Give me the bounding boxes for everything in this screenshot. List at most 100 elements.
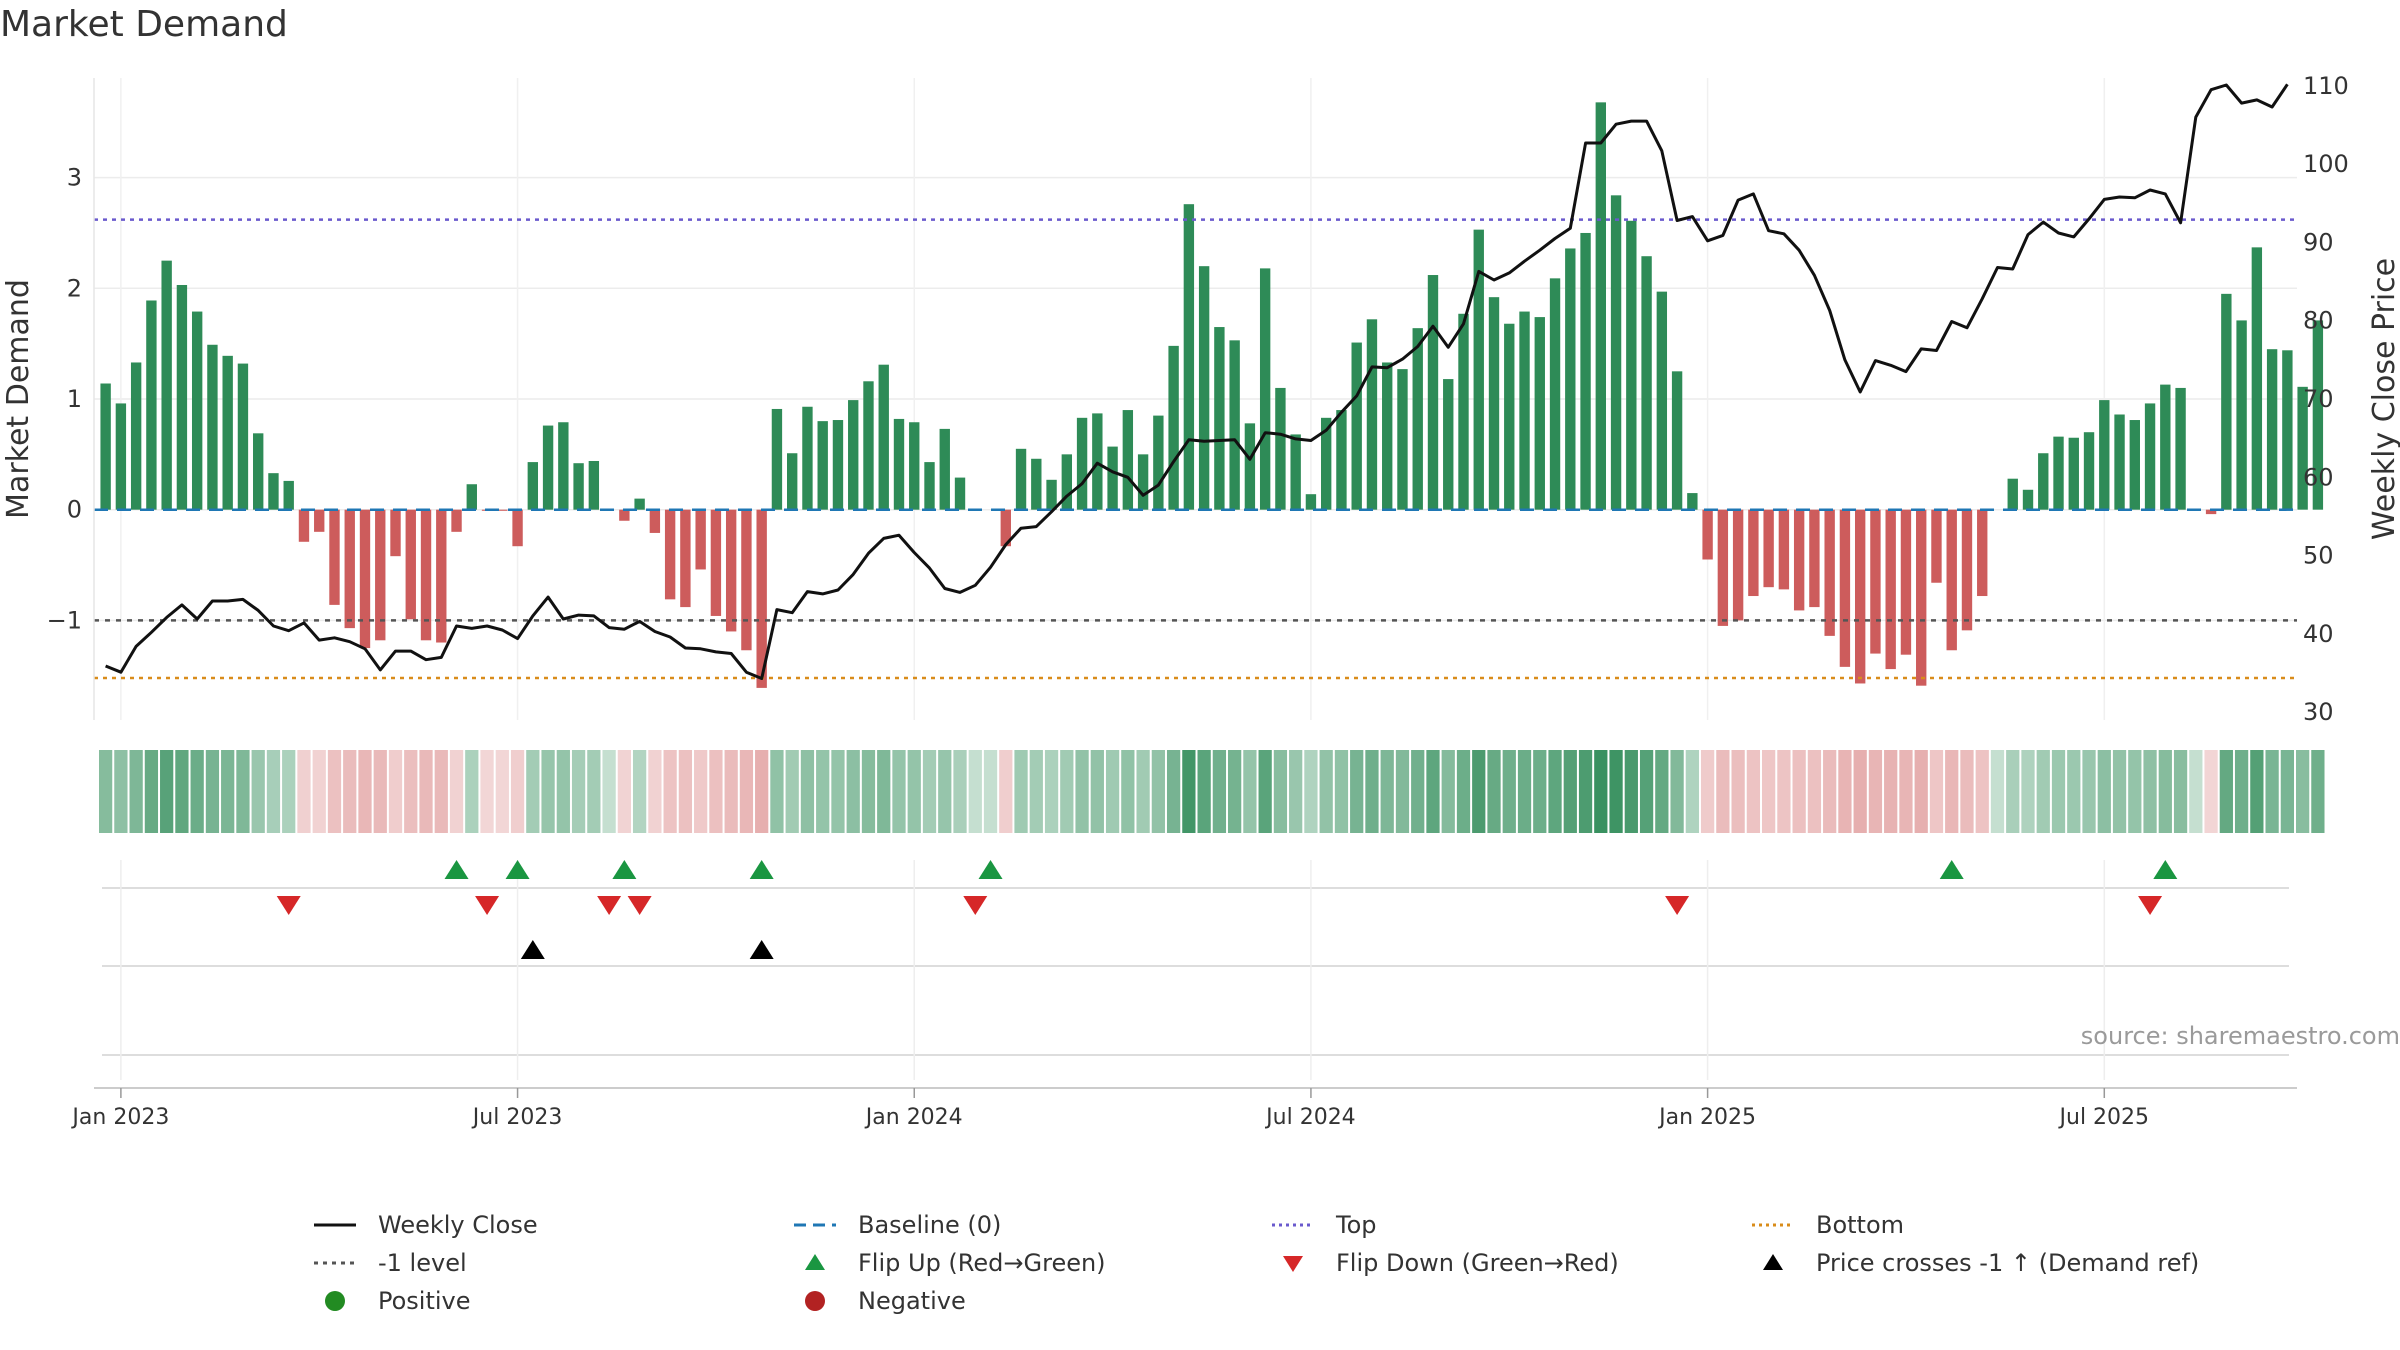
heat-cell bbox=[1395, 750, 1410, 833]
heat-cell bbox=[800, 750, 815, 833]
heat-cell bbox=[2158, 750, 2172, 833]
demand-bar bbox=[1610, 195, 1622, 510]
heat-cell bbox=[1945, 750, 1959, 833]
y2-tick-label: 80 bbox=[2303, 307, 2334, 335]
x-tick-label: Jan 2024 bbox=[864, 1105, 963, 1130]
heat-cell bbox=[999, 750, 1013, 833]
heat-cell bbox=[1639, 750, 1654, 833]
demand-bar bbox=[1824, 509, 1835, 636]
demand-heat-strip bbox=[99, 750, 2325, 833]
baseline-swatch-icon bbox=[794, 1223, 836, 1227]
demand-bar bbox=[1153, 415, 1164, 510]
heat-cell bbox=[2219, 750, 2233, 833]
heat-cell bbox=[983, 750, 998, 833]
demand-bar bbox=[1351, 342, 1362, 510]
heat-cell bbox=[480, 750, 494, 833]
heat-cell bbox=[2280, 750, 2294, 833]
legend-weekly-close-label: Weekly Close bbox=[378, 1211, 538, 1239]
demand-bar bbox=[176, 284, 188, 510]
y2-tick-label: 70 bbox=[2303, 385, 2334, 413]
demand-bar bbox=[1595, 102, 1606, 510]
legend-positive: Positive bbox=[300, 1286, 471, 1316]
heat-cell bbox=[1731, 750, 1745, 833]
demand-bar bbox=[1931, 509, 1942, 583]
legend-baseline: Baseline (0) bbox=[780, 1210, 1001, 1240]
heat-cell bbox=[1624, 750, 1638, 833]
demand-bar bbox=[1214, 327, 1225, 510]
y-tick-label: 2 bbox=[67, 274, 82, 302]
legend-negative-label: Negative bbox=[858, 1287, 966, 1315]
legend-flip-down-label: Flip Down (Green→Red) bbox=[1336, 1249, 1619, 1277]
heat-cell bbox=[1563, 750, 1577, 833]
heat-cell bbox=[449, 750, 464, 833]
legend-minus1-label: -1 level bbox=[378, 1249, 467, 1277]
demand-bar bbox=[1732, 509, 1744, 621]
flip-markers bbox=[102, 860, 2289, 1080]
heat-cell bbox=[1075, 750, 1089, 833]
demand-bar bbox=[1809, 509, 1820, 608]
heat-cell bbox=[953, 750, 967, 833]
demand-bar bbox=[1702, 509, 1713, 560]
negative-dot-icon bbox=[805, 1291, 825, 1311]
demand-bar bbox=[664, 509, 676, 600]
heat-cell bbox=[907, 750, 921, 833]
demand-bar bbox=[1854, 509, 1866, 684]
y2-tick-label: 60 bbox=[2303, 463, 2334, 491]
heat-cell bbox=[694, 750, 708, 833]
legend-flip-up: Flip Up (Red→Green) bbox=[780, 1248, 1106, 1278]
heat-cell bbox=[1899, 750, 1913, 833]
heat-cell bbox=[343, 750, 357, 833]
demand-bar bbox=[2160, 384, 2171, 510]
heat-cell bbox=[1533, 750, 1547, 833]
heat-cell bbox=[2265, 750, 2279, 833]
legend-bottom: Bottom bbox=[1738, 1210, 1904, 1240]
demand-bar bbox=[512, 509, 523, 547]
demand-bar bbox=[2022, 489, 2034, 510]
demand-bar bbox=[558, 422, 569, 510]
heat-cell bbox=[2021, 750, 2035, 833]
heat-cell bbox=[571, 750, 586, 833]
flip-up-marker bbox=[2153, 860, 2178, 879]
heat-cell bbox=[968, 750, 982, 833]
heat-cell bbox=[1243, 750, 1257, 833]
demand-bar bbox=[939, 428, 950, 510]
heat-cell bbox=[739, 750, 754, 833]
heat-cell bbox=[1350, 750, 1364, 833]
demand-bar bbox=[2175, 387, 2186, 510]
flip-down-marker bbox=[276, 896, 301, 915]
heat-cell bbox=[2082, 750, 2096, 833]
demand-bar bbox=[1198, 266, 1210, 510]
heat-cell bbox=[1838, 750, 1852, 833]
heat-cell bbox=[2234, 750, 2249, 833]
heat-cell bbox=[2006, 750, 2020, 833]
heat-cell bbox=[892, 750, 906, 833]
demand-bar bbox=[1076, 417, 1088, 510]
y2-tick-label: 40 bbox=[2303, 620, 2334, 648]
flip-up-swatch-icon bbox=[805, 1254, 825, 1270]
heat-cell bbox=[1228, 750, 1242, 833]
y2-tick-label: 30 bbox=[2303, 698, 2334, 726]
heat-cell bbox=[495, 750, 509, 833]
demand-bar bbox=[1656, 291, 1668, 510]
cross-marker bbox=[749, 940, 774, 959]
demand-bar bbox=[191, 311, 203, 510]
demand-bar bbox=[2236, 320, 2247, 510]
heat-cell bbox=[404, 750, 418, 833]
legend-top-label: Top bbox=[1336, 1211, 1377, 1239]
demand-bar bbox=[2221, 293, 2232, 510]
weekly-close-line bbox=[105, 83, 2289, 680]
demand-bar bbox=[527, 462, 539, 510]
heat-cell bbox=[419, 750, 433, 833]
demand-bar bbox=[954, 477, 966, 510]
legend-bottom-label: Bottom bbox=[1816, 1211, 1905, 1239]
demand-bar bbox=[436, 509, 447, 643]
heat-cell bbox=[816, 750, 830, 833]
demand-bar bbox=[1107, 446, 1118, 510]
x-tick-label: Jan 2025 bbox=[1657, 1105, 1756, 1130]
demand-bar bbox=[741, 509, 752, 651]
demand-bar bbox=[130, 362, 142, 510]
heat-cell bbox=[648, 750, 662, 833]
heat-cell bbox=[1929, 750, 1944, 833]
heat-cell bbox=[297, 750, 311, 833]
grid-layer bbox=[94, 78, 2297, 720]
